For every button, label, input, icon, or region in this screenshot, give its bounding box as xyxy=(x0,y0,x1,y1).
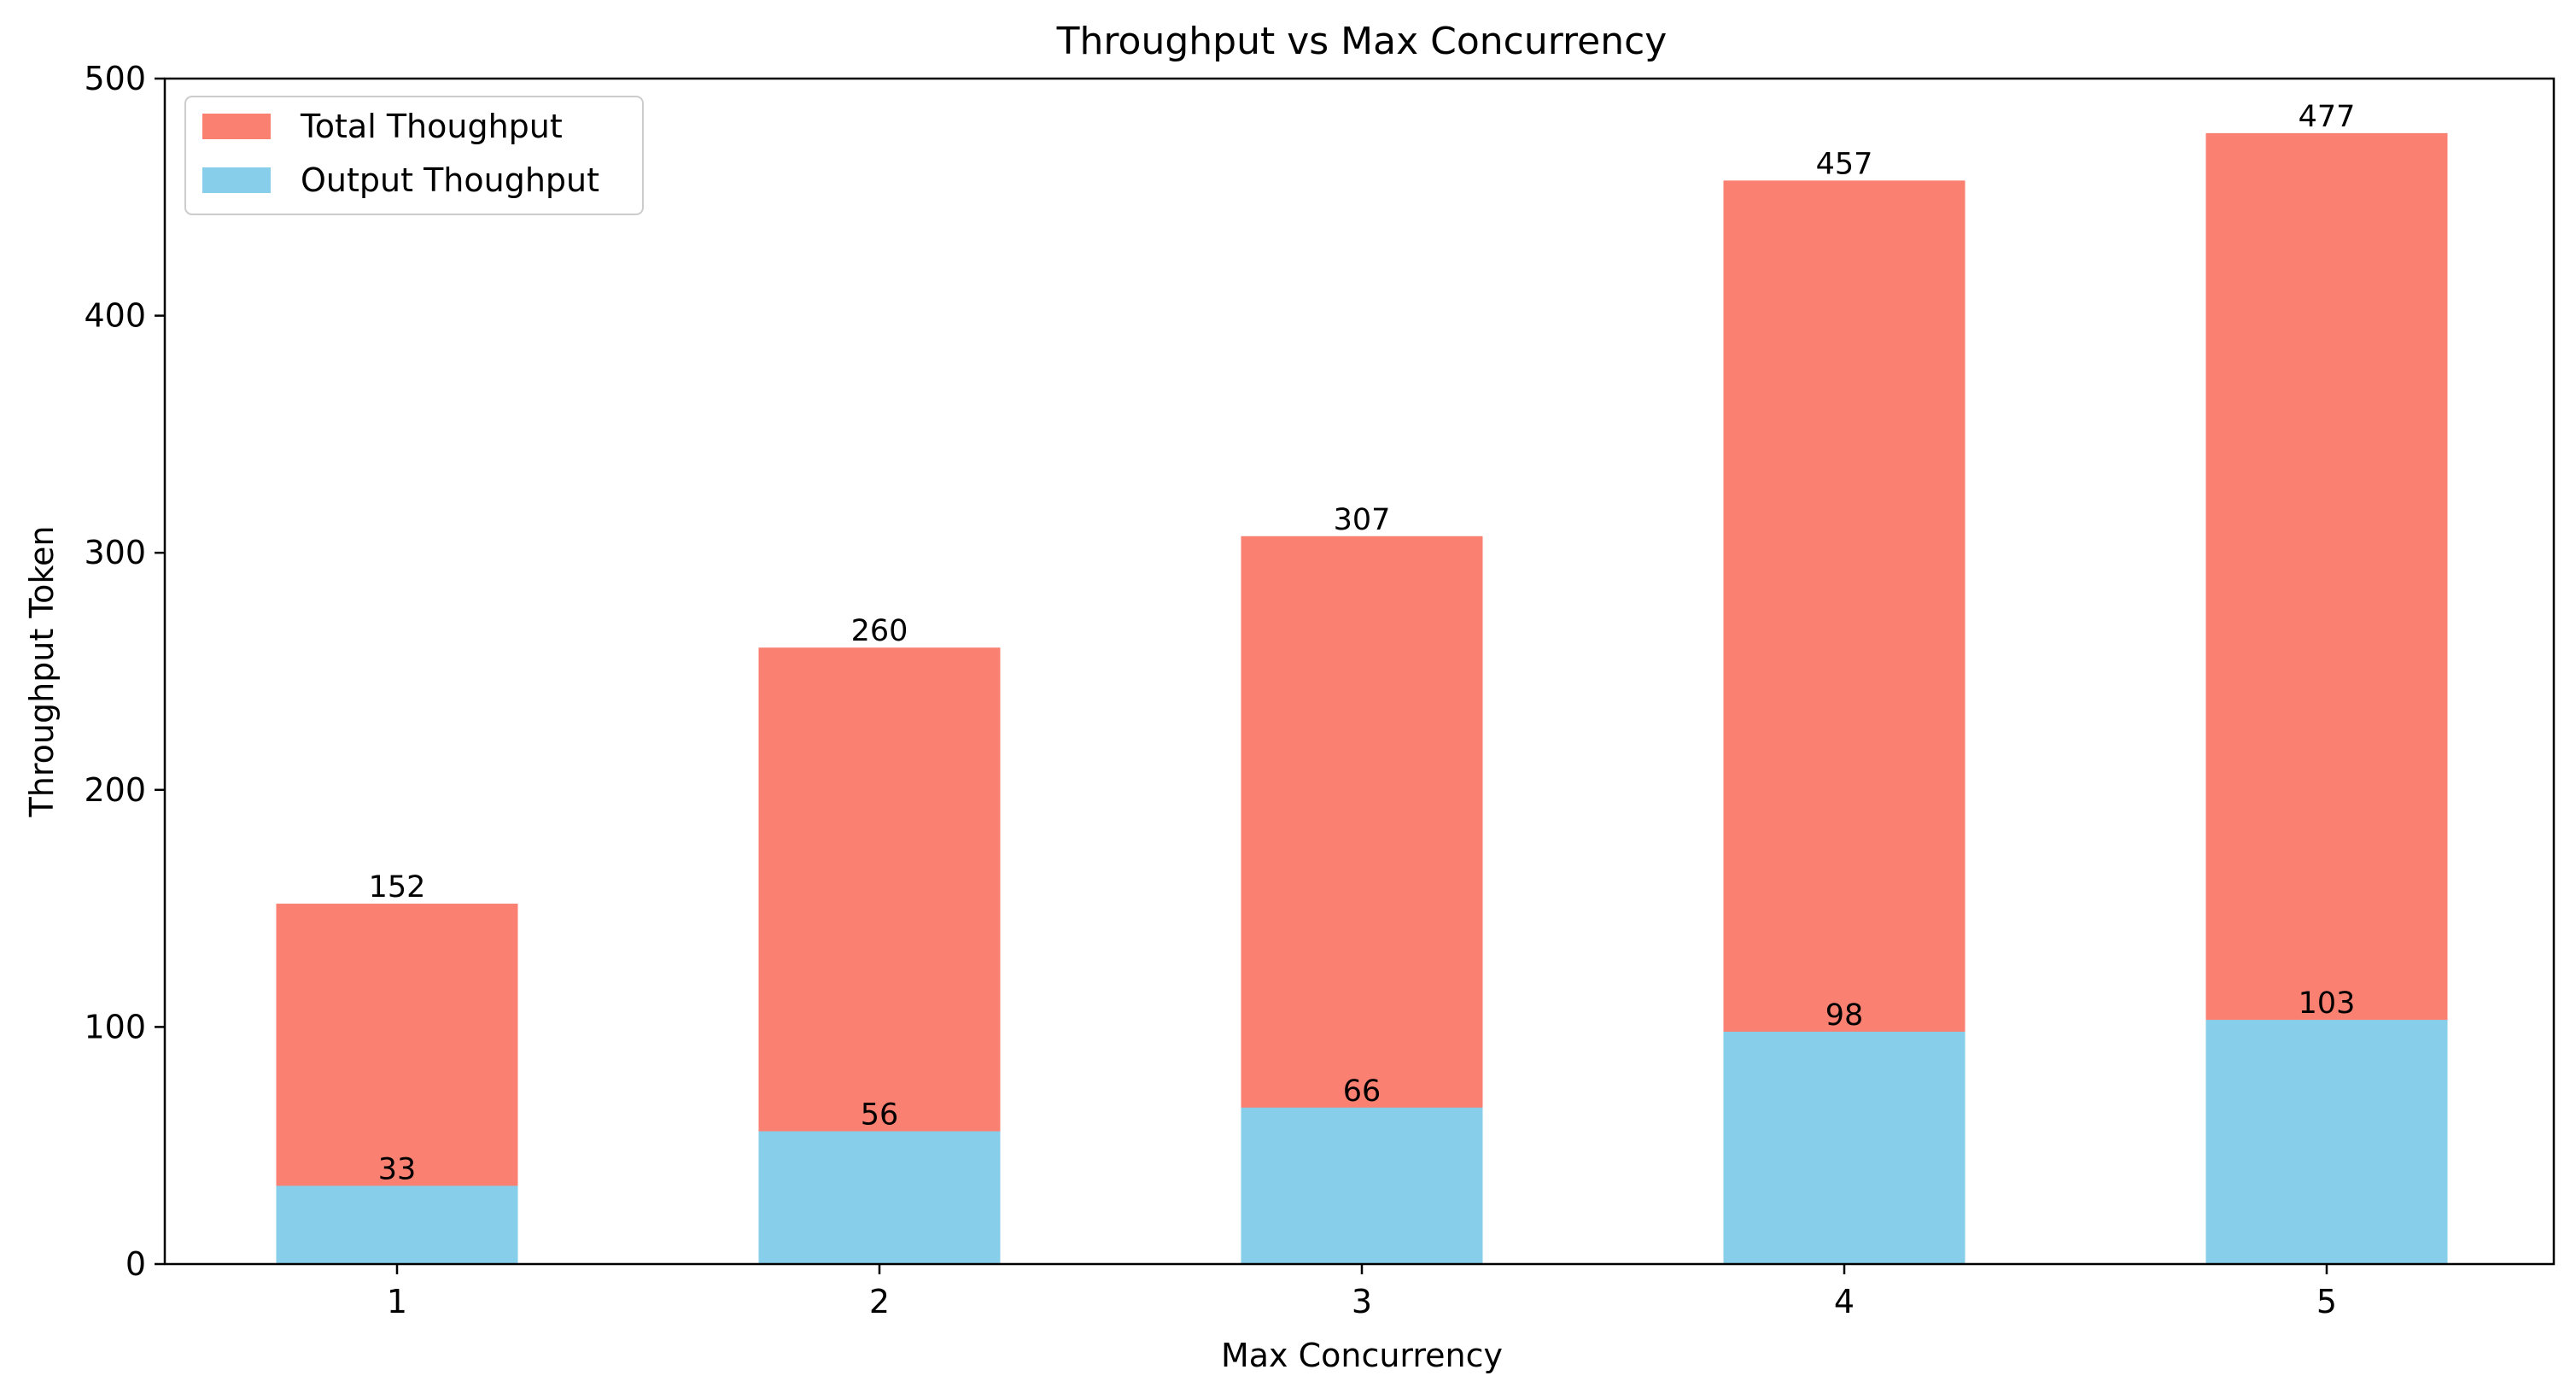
data-label-output-2: 56 xyxy=(861,1098,899,1133)
data-label-output-5: 103 xyxy=(2299,986,2356,1021)
legend-swatch-output xyxy=(202,167,271,193)
x-axis-label: Max Concurrency xyxy=(1221,1337,1503,1374)
x-axis: 1 2 3 4 5 xyxy=(387,1264,2337,1320)
bar-output-5 xyxy=(2205,1020,2448,1264)
y-axis-label: Throughput Token xyxy=(23,526,61,818)
data-label-total-1: 152 xyxy=(369,870,426,904)
legend-label-output: Output Thoughput xyxy=(301,161,599,199)
x-tick-label-3: 3 xyxy=(1352,1283,1372,1320)
data-labels-layer: 152 260 307 457 477 33 56 66 98 103 xyxy=(369,100,2356,1187)
y-axis: 0 100 200 300 400 500 xyxy=(84,60,165,1283)
data-label-total-2: 260 xyxy=(851,614,908,648)
x-tick-label-5: 5 xyxy=(2316,1283,2337,1320)
data-label-output-1: 33 xyxy=(378,1152,417,1186)
legend: Total Thoughput Output Thoughput xyxy=(184,96,644,215)
y-tick-label-0: 0 xyxy=(126,1245,146,1283)
legend-swatch-total xyxy=(202,114,271,139)
bars-layer xyxy=(276,132,2448,1264)
legend-frame xyxy=(184,96,644,215)
y-tick-label-500: 500 xyxy=(84,60,146,97)
y-tick-label-200: 200 xyxy=(84,771,146,809)
legend-label-total: Total Thoughput xyxy=(300,108,563,145)
chart-title: Throughput vs Max Concurrency xyxy=(1056,20,1668,63)
y-tick-label-300: 300 xyxy=(84,534,146,571)
data-label-total-5: 477 xyxy=(2299,100,2356,134)
bar-output-2 xyxy=(758,1131,1001,1264)
x-tick-label-4: 4 xyxy=(1834,1283,1855,1320)
data-label-output-3: 66 xyxy=(1343,1074,1381,1109)
x-tick-label-2: 2 xyxy=(869,1283,890,1320)
data-label-total-4: 457 xyxy=(1816,147,1873,181)
bar-output-3 xyxy=(1241,1107,1483,1264)
data-label-output-4: 98 xyxy=(1825,998,1864,1033)
y-tick-label-100: 100 xyxy=(84,1008,146,1045)
y-tick-label-400: 400 xyxy=(84,297,146,335)
plot-frame xyxy=(163,77,2556,1266)
x-tick-label-1: 1 xyxy=(387,1283,407,1320)
data-label-total-3: 307 xyxy=(1334,503,1391,537)
bar-output-4 xyxy=(1723,1031,1966,1264)
bar-output-1 xyxy=(276,1185,518,1264)
